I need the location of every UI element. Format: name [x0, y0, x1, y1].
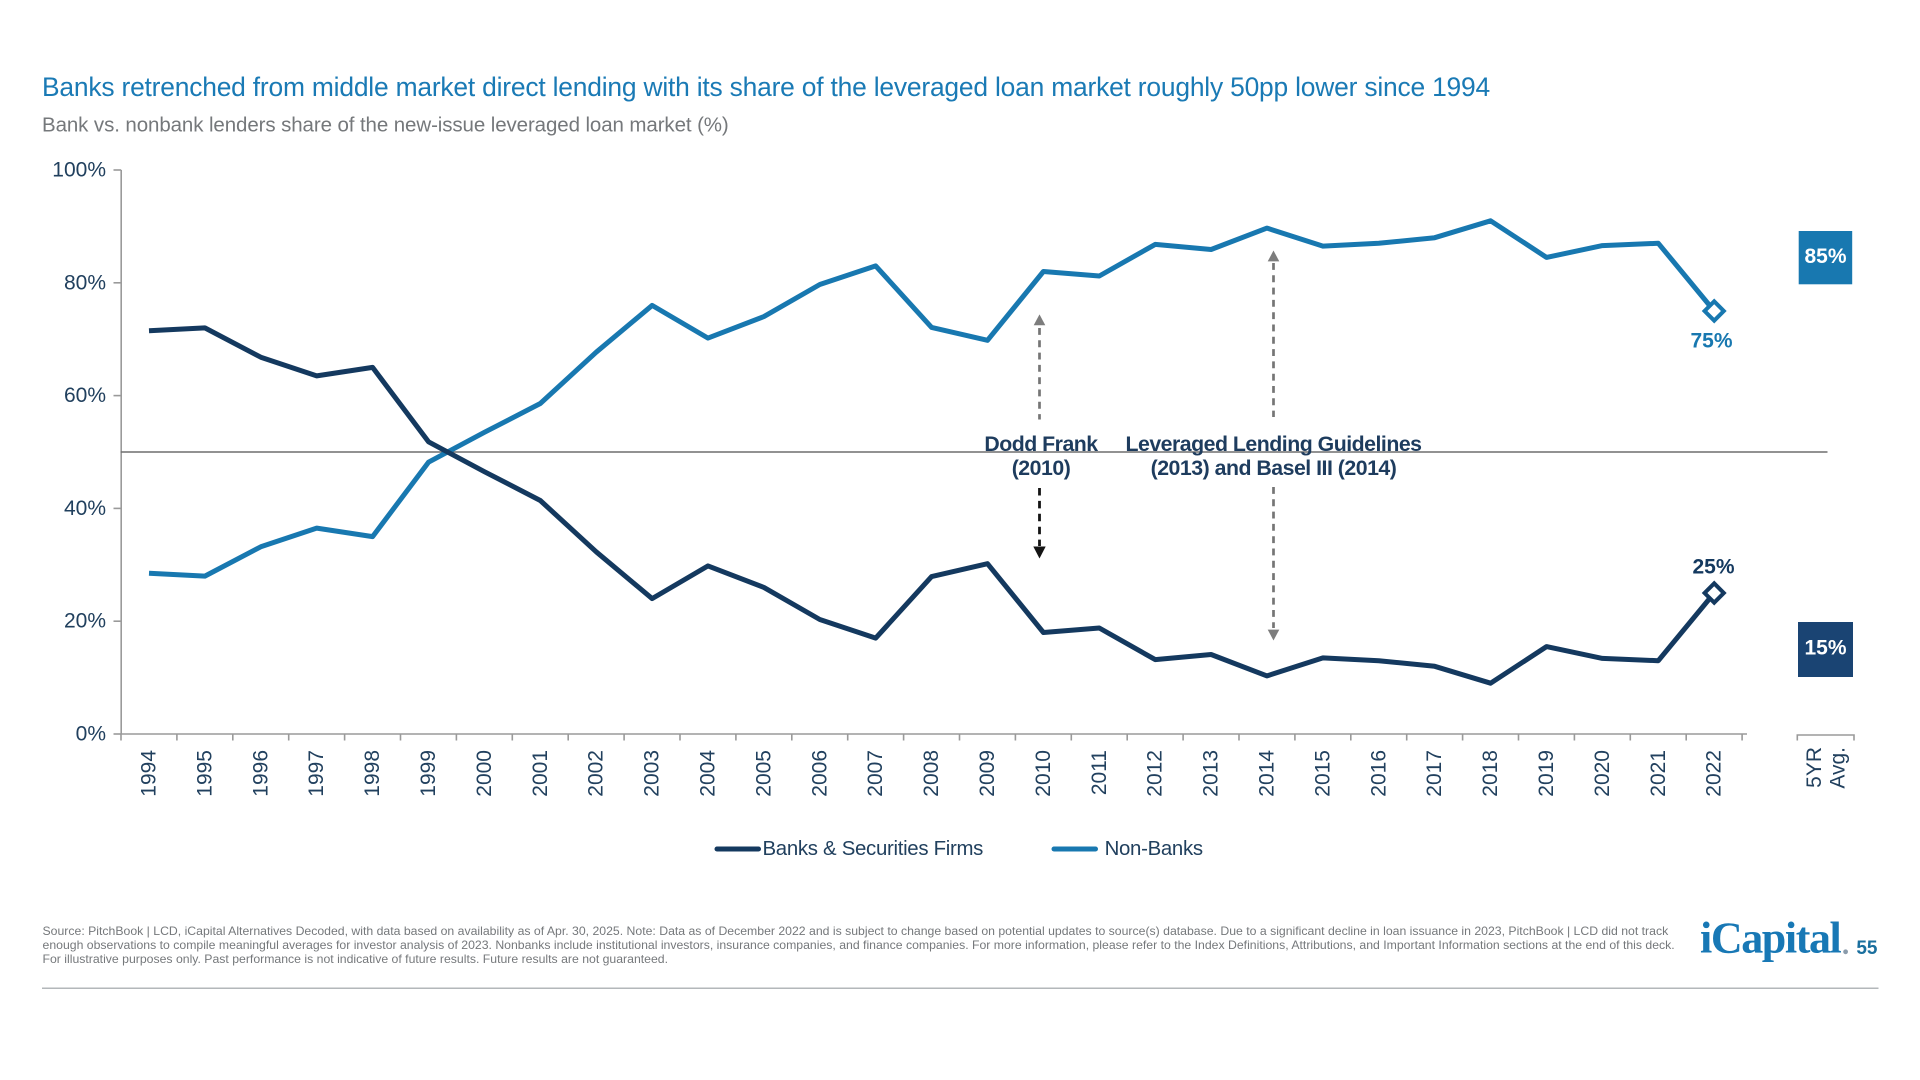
svg-text:Banks retrenched from middle m: Banks retrenched from middle market dire…: [42, 72, 1490, 102]
svg-text:2005: 2005: [752, 750, 775, 797]
svg-text:(2013) and Basel III (2014): (2013) and Basel III (2014): [1151, 456, 1397, 480]
svg-text:60%: 60%: [64, 384, 106, 407]
svg-text:2013: 2013: [1200, 750, 1223, 797]
svg-text:0%: 0%: [76, 723, 106, 746]
svg-text:2015: 2015: [1311, 750, 1334, 797]
svg-text:2021: 2021: [1647, 750, 1670, 797]
svg-text:100%: 100%: [52, 159, 106, 182]
svg-text:enough observations to compile: enough observations to compile meaningfu…: [43, 938, 1675, 952]
svg-text:2018: 2018: [1479, 750, 1502, 797]
svg-text:Avg.: Avg.: [1827, 747, 1850, 789]
svg-text:5YR: 5YR: [1803, 747, 1826, 788]
svg-text:55: 55: [1856, 938, 1878, 959]
svg-text:1995: 1995: [193, 750, 216, 797]
svg-text:15%: 15%: [1804, 637, 1846, 660]
svg-text:2009: 2009: [976, 750, 999, 797]
svg-text:2012: 2012: [1144, 750, 1167, 797]
svg-text:2002: 2002: [585, 750, 608, 797]
svg-text:Dodd Frank: Dodd Frank: [984, 432, 1098, 456]
svg-text:1996: 1996: [249, 750, 272, 797]
svg-text:Source: PitchBook | LCD, iCapi: Source: PitchBook | LCD, iCapital Altern…: [43, 924, 1670, 938]
svg-text:2006: 2006: [808, 750, 831, 797]
svg-text:iCapital: iCapital: [1700, 914, 1842, 963]
svg-text:20%: 20%: [64, 610, 106, 633]
svg-text:85%: 85%: [1804, 245, 1846, 268]
svg-text:2003: 2003: [641, 750, 664, 797]
svg-text:2008: 2008: [920, 750, 943, 797]
svg-text:2011: 2011: [1088, 750, 1111, 795]
svg-text:40%: 40%: [64, 497, 106, 520]
svg-text:For illustrative purposes only: For illustrative purposes only. Past per…: [43, 952, 669, 966]
svg-text:2007: 2007: [864, 750, 887, 797]
svg-text:2019: 2019: [1535, 750, 1558, 797]
svg-text:(2010): (2010): [1012, 456, 1071, 480]
svg-text:2010: 2010: [1032, 750, 1055, 797]
svg-text:Non-Banks: Non-Banks: [1105, 838, 1203, 860]
svg-text:2022: 2022: [1703, 750, 1726, 797]
svg-text:1994: 1994: [138, 750, 161, 797]
svg-text:Bank vs. nonbank lenders share: Bank vs. nonbank lenders share of the ne…: [42, 114, 729, 137]
svg-text:2001: 2001: [529, 750, 552, 797]
svg-text:1997: 1997: [305, 750, 328, 797]
svg-text:2020: 2020: [1591, 750, 1614, 797]
svg-text:Leveraged Lending Guidelines: Leveraged Lending Guidelines: [1125, 432, 1421, 456]
svg-text:2014: 2014: [1256, 750, 1279, 797]
svg-text:2004: 2004: [697, 750, 720, 797]
svg-text:1998: 1998: [361, 750, 384, 797]
svg-text:75%: 75%: [1690, 330, 1732, 353]
svg-text:2017: 2017: [1423, 750, 1446, 797]
svg-text:80%: 80%: [64, 271, 106, 294]
svg-text:Banks & Securities Firms: Banks & Securities Firms: [763, 838, 984, 860]
svg-text:1999: 1999: [417, 750, 440, 797]
svg-text:25%: 25%: [1692, 556, 1734, 579]
svg-text:2016: 2016: [1367, 750, 1390, 797]
svg-text:2000: 2000: [473, 750, 496, 797]
